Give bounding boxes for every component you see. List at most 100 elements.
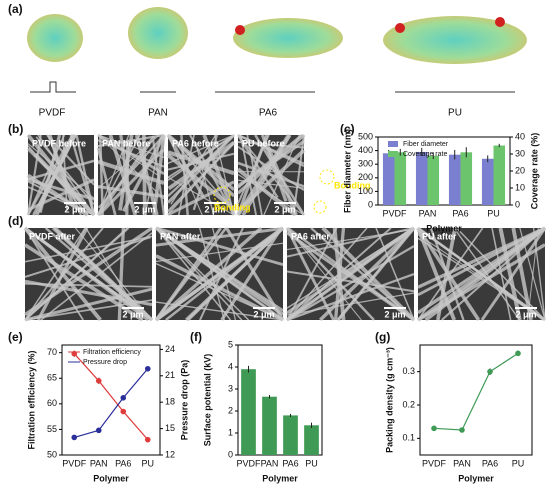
bonding-circle <box>213 186 231 204</box>
marker <box>459 427 465 433</box>
fiber <box>24 235 153 263</box>
fiber <box>125 139 130 216</box>
fiber <box>286 270 415 293</box>
legend-label: Filtration efficiency <box>83 349 141 356</box>
image-label: PA6 before <box>172 138 219 148</box>
fiber <box>152 134 166 216</box>
legend-label: Fiber diameter <box>403 141 449 148</box>
y-tick-label: 70 <box>47 347 57 357</box>
fiber <box>237 134 279 199</box>
x-axis-label: Polymer <box>426 223 462 233</box>
fiber <box>97 133 165 148</box>
fiber <box>154 226 285 322</box>
image-label: PAN before <box>102 138 150 148</box>
scale-label: 2 μm <box>64 204 85 214</box>
y2-tick-label: 10 <box>515 182 525 192</box>
fiber <box>24 227 84 321</box>
y-tick-label: 1 <box>228 427 233 437</box>
y2-tick-label: 24 <box>165 344 175 354</box>
fiber <box>74 227 153 321</box>
fiber <box>214 134 235 216</box>
atom <box>395 23 405 33</box>
y-tick-label: 300 <box>358 159 373 169</box>
fiber <box>108 134 138 216</box>
legend-swatch <box>388 151 398 157</box>
panel-tag: (a) <box>8 2 23 16</box>
image-label: PAN after <box>160 231 201 241</box>
fiber <box>155 254 284 322</box>
fiber <box>498 227 522 321</box>
x-axis-label: Polymer <box>458 473 494 483</box>
x-tick-label: PVDF <box>422 458 447 468</box>
fiber <box>260 134 288 202</box>
legend-label: Coverage rate <box>403 151 447 158</box>
fiber <box>26 134 42 216</box>
marker <box>431 425 437 432</box>
y-tick-label: 0.1 <box>402 433 415 443</box>
fiber <box>154 226 263 322</box>
fiber <box>293 134 306 209</box>
fiber <box>36 227 89 321</box>
fiber <box>286 272 415 322</box>
scale-label: 2 μm <box>384 309 405 319</box>
x-tick-label: PU <box>487 208 500 218</box>
x-tick-label: PA6 <box>452 208 468 218</box>
bonding-label: Bonding <box>214 202 251 212</box>
bar <box>394 152 407 205</box>
panel-tag: (e) <box>8 330 23 344</box>
sem-image: PA6 after 2 μm <box>285 226 416 322</box>
y-tick-label: 200 <box>358 172 373 182</box>
x-axis-label: Polymer <box>262 473 298 483</box>
scale-label: 2 μm <box>515 309 536 319</box>
y-tick-label: 400 <box>358 145 373 155</box>
scale-label: 2 μm <box>204 204 225 214</box>
y2-tick-label: 20 <box>515 165 525 175</box>
y2-tick-label: 40 <box>515 131 525 141</box>
bar <box>262 396 277 455</box>
molecule-surface <box>27 14 83 62</box>
y-tick-label: 55 <box>47 424 57 434</box>
sem-image: PU after 2 μm <box>416 226 547 322</box>
sem-image: PVDF after 2 μm <box>23 226 154 322</box>
x-tick-label: PU <box>305 458 318 468</box>
fiber <box>416 227 457 321</box>
fiber <box>511 227 533 321</box>
image-label: PA6 after <box>291 231 330 241</box>
y-tick-label: 4 <box>228 361 233 371</box>
line <box>433 352 519 431</box>
fiber <box>237 134 303 189</box>
y2-tick-label: 12 <box>165 449 175 459</box>
marker <box>95 427 102 434</box>
sem-image: PAN after 2 μm <box>154 226 285 322</box>
fiber <box>167 134 235 212</box>
fiber <box>37 134 77 207</box>
panel-tag: (c) <box>340 122 355 136</box>
y-tick-label: 65 <box>47 373 57 383</box>
fiber <box>97 134 141 216</box>
y2-axis-label: Coverage rate (%) <box>529 133 539 210</box>
plot-frame <box>419 344 533 456</box>
fiber <box>417 243 546 322</box>
fiber <box>285 227 335 321</box>
y2-tick-label: 21 <box>165 370 175 380</box>
x-tick-label: PA6 <box>482 458 498 468</box>
fiber <box>375 227 415 321</box>
y-tick-label: 0 <box>228 449 233 459</box>
atom <box>495 17 505 27</box>
fiber <box>24 227 86 321</box>
marker <box>487 368 493 375</box>
x-tick-label: PAN <box>419 208 437 218</box>
x-tick-label: PAN <box>90 458 108 468</box>
y-axis-label: Filtration efficiency (%) <box>26 350 36 449</box>
fiber <box>286 227 375 321</box>
panel-tag: (f) <box>190 330 202 344</box>
fiber <box>144 136 162 216</box>
x-tick-label: PAN <box>453 458 471 468</box>
molecule-surface <box>128 7 188 59</box>
fiber <box>417 234 546 321</box>
sem-image: PU before 2 μm <box>236 133 306 217</box>
x-axis-label: Polymer <box>93 473 129 483</box>
scale-label: 2 μm <box>274 204 295 214</box>
y-tick-label: 0.2 <box>402 399 415 409</box>
fiber <box>75 134 96 216</box>
